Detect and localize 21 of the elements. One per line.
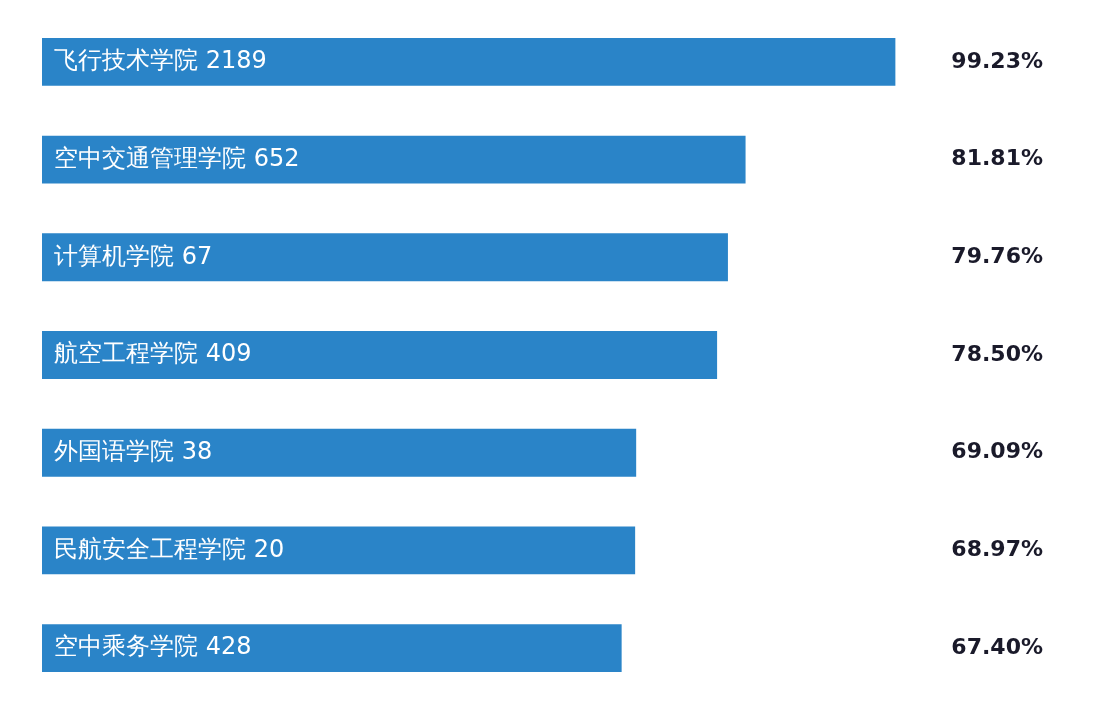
data-label: 67.40% xyxy=(951,633,1043,659)
y-tick-label: 计算机学院 67 xyxy=(54,241,213,270)
data-label: 99.23% xyxy=(951,47,1043,73)
data-label: 68.97% xyxy=(951,536,1043,562)
y-tick-label: 空中交通管理学院 652 xyxy=(54,143,300,172)
y-tick-label: 飞行技术学院 2189 xyxy=(54,46,267,75)
data-label: 78.50% xyxy=(951,340,1043,366)
bar xyxy=(42,526,636,575)
y-tick-label: 航空工程学院 409 xyxy=(54,339,252,368)
bar xyxy=(42,135,746,184)
data-label: 69.09% xyxy=(951,438,1043,464)
bar xyxy=(42,428,637,477)
bar xyxy=(42,37,896,86)
data-label: 81.81% xyxy=(951,145,1043,171)
bar xyxy=(42,624,622,673)
bar xyxy=(42,233,728,282)
bar xyxy=(42,331,718,379)
y-tick-label: 民航安全工程学院 20 xyxy=(54,534,285,563)
data-label: 79.76% xyxy=(951,243,1043,268)
y-tick-label: 空中乘务学院 428 xyxy=(54,632,252,661)
y-tick-label: 外国语学院 38 xyxy=(54,436,213,465)
